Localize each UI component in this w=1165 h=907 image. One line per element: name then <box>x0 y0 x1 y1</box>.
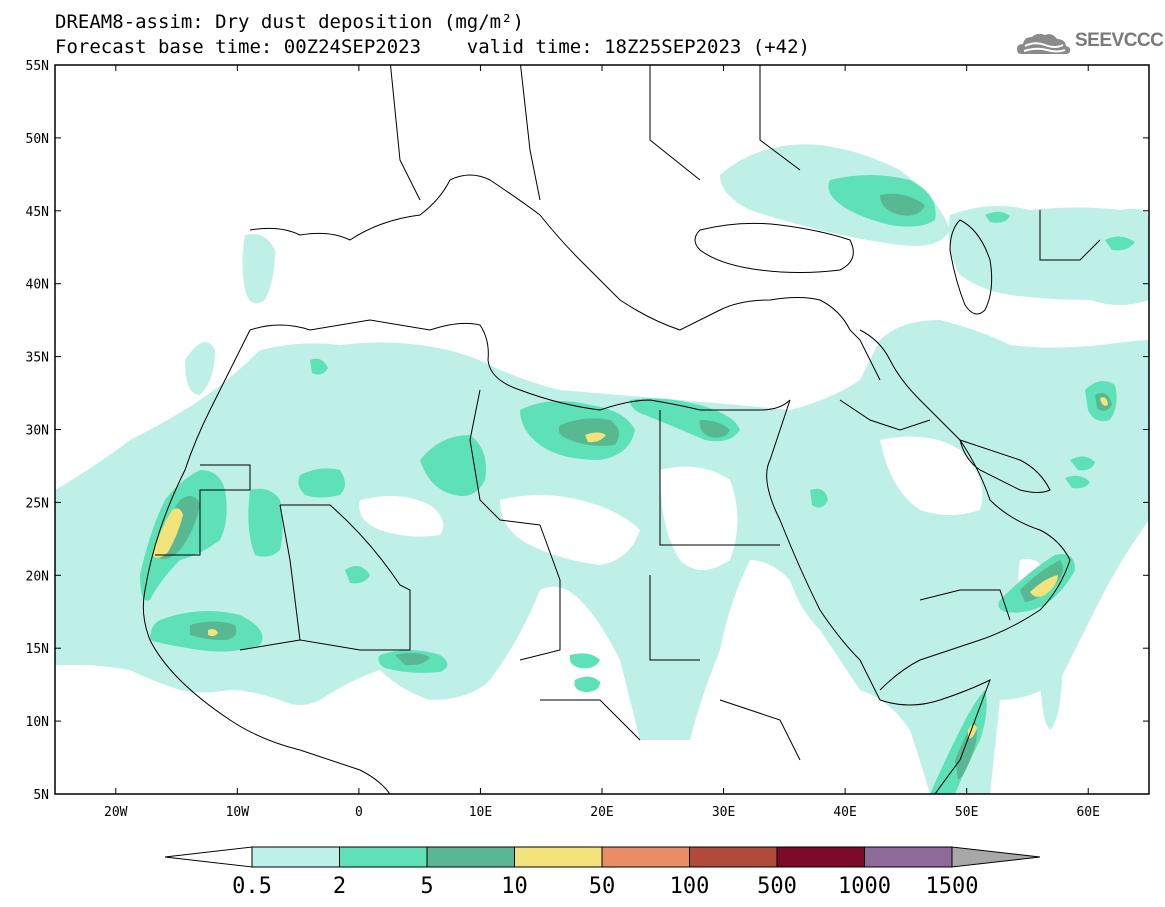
x-tick-label: 50E <box>955 805 978 820</box>
colorbar-label: 5 <box>420 874 433 899</box>
x-tick-label: 60E <box>1076 805 1099 820</box>
y-tick-label: 5N <box>33 788 49 803</box>
colorbar-label: 1000 <box>838 874 891 899</box>
logo-text: SEEVCCC <box>1075 30 1164 51</box>
y-tick-label: 50N <box>26 132 49 147</box>
y-axis-labels: 55N 50N 45N 40N 35N 30N 25N 20N 15N 10N 5N <box>26 59 49 803</box>
colorbar-lower-extension <box>164 846 253 868</box>
colorbar-upper-extension <box>951 846 1041 868</box>
y-tick-label: 45N <box>26 205 49 220</box>
colorbar-segment <box>601 846 690 868</box>
y-tick-label: 10N <box>26 715 49 730</box>
y-tick-label: 40N <box>26 278 49 293</box>
colorbar-label: 0.5 <box>232 874 272 899</box>
colorbar-segment <box>864 846 953 868</box>
map-title: DREAM8-assim: Dry dust deposition (mg/m²… <box>55 11 524 33</box>
colorbar-label: 1500 <box>926 874 979 899</box>
colorbar-label: 500 <box>757 874 797 899</box>
colorbar-label: 50 <box>589 874 616 899</box>
x-tick-label: 0 <box>355 805 363 820</box>
y-tick-label: 55N <box>26 59 49 74</box>
y-tick-label: 35N <box>26 351 49 366</box>
dust-deposition-field <box>55 144 1149 794</box>
x-tick-label: 40E <box>833 805 856 820</box>
colorbar-segment <box>514 846 603 868</box>
y-tick-label: 15N <box>26 642 49 657</box>
x-tick-label: 10W <box>226 805 250 820</box>
x-tick-label: 20E <box>590 805 613 820</box>
colorbar-segment <box>689 846 778 868</box>
cloud-logo-icon <box>1017 33 1071 54</box>
colorbar-segment <box>426 846 515 868</box>
colorbar-label: 10 <box>501 874 528 899</box>
coastlines-and-borders <box>142 65 1101 794</box>
colorbar-segment <box>776 846 865 868</box>
axis-ticks <box>55 64 1149 795</box>
x-tick-label: 10E <box>469 805 492 820</box>
colorbar-segment <box>251 846 340 868</box>
y-tick-label: 20N <box>26 569 49 584</box>
colorbar <box>164 846 1041 868</box>
colorbar-labels: 0.5 2 5 10 50 100 500 1000 1500 <box>232 874 978 899</box>
colorbar-label: 100 <box>670 874 710 899</box>
colorbar-segment <box>339 846 428 868</box>
x-axis-labels: 20W 10W 0 10E 20E 30E 40E 50E 60E <box>104 805 1100 820</box>
y-tick-label: 25N <box>26 496 49 511</box>
colorbar-label: 2 <box>333 874 346 899</box>
y-tick-label: 30N <box>26 424 49 439</box>
x-tick-label: 20W <box>104 805 128 820</box>
x-tick-label: 30E <box>712 805 735 820</box>
forecast-time-subtitle: Forecast base time: 00Z24SEP2023 valid t… <box>55 36 810 58</box>
